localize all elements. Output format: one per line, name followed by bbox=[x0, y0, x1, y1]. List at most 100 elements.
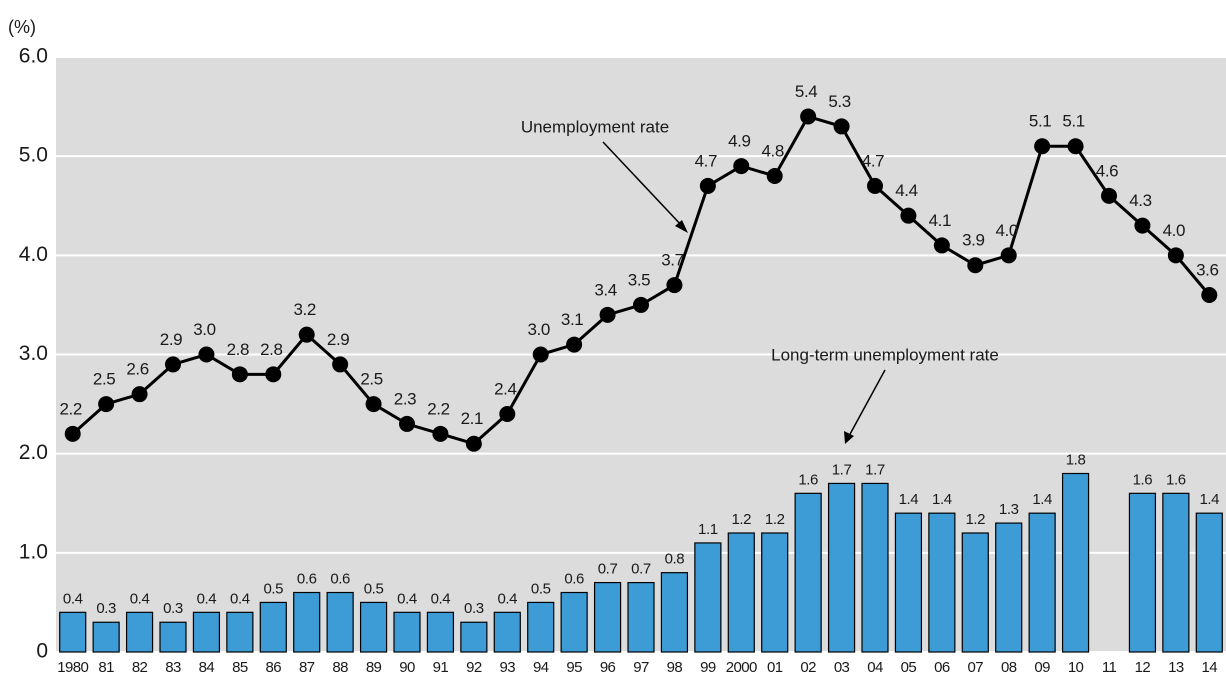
annotation-arrow bbox=[848, 369, 886, 437]
y-tick-label: 5.0 bbox=[19, 144, 48, 167]
data-label: 0.3 bbox=[163, 600, 183, 617]
data-label: 4.0 bbox=[995, 221, 1017, 240]
data-label: 4.9 bbox=[728, 132, 750, 151]
data-label: 5.1 bbox=[1062, 112, 1084, 131]
marker bbox=[1034, 138, 1051, 155]
marker bbox=[867, 177, 883, 194]
marker bbox=[833, 118, 850, 135]
marker bbox=[1101, 187, 1117, 204]
bar bbox=[527, 601, 555, 653]
bar bbox=[1128, 492, 1157, 653]
data-label: 0.6 bbox=[564, 570, 584, 587]
x-tick-label: 06 bbox=[934, 659, 950, 676]
data-label: 5.4 bbox=[795, 82, 817, 101]
data-label: 1.7 bbox=[832, 461, 852, 478]
data-label: 3.7 bbox=[661, 251, 683, 270]
x-tick-label: 89 bbox=[366, 659, 382, 676]
data-label: 0.4 bbox=[431, 590, 451, 607]
x-tick-label: 07 bbox=[968, 659, 984, 676]
marker bbox=[365, 396, 382, 413]
bar bbox=[794, 492, 822, 653]
marker bbox=[532, 346, 549, 363]
bar bbox=[493, 611, 521, 653]
marker bbox=[766, 168, 783, 184]
data-label: 0.4 bbox=[230, 590, 250, 607]
bar bbox=[560, 591, 588, 653]
bar bbox=[694, 542, 722, 653]
bar bbox=[1028, 512, 1056, 653]
marker bbox=[465, 435, 482, 452]
bar bbox=[627, 581, 655, 653]
data-label: 3.1 bbox=[561, 310, 583, 329]
marker bbox=[265, 366, 282, 383]
marker bbox=[1201, 287, 1218, 303]
bar bbox=[761, 532, 789, 653]
x-tick-label: 97 bbox=[633, 659, 649, 676]
bar bbox=[827, 482, 856, 653]
data-label: 0.6 bbox=[297, 570, 317, 587]
x-tick-label: 11 bbox=[1102, 659, 1117, 676]
x-tick-label: 99 bbox=[700, 659, 716, 676]
data-label: 3.4 bbox=[594, 280, 616, 299]
bar bbox=[727, 532, 755, 653]
x-tick-label: 87 bbox=[299, 659, 315, 676]
data-label: 2.4 bbox=[494, 379, 516, 398]
y-axis-label: (%) bbox=[8, 17, 36, 37]
data-label: 4.0 bbox=[1163, 221, 1185, 240]
data-label: 2.8 bbox=[260, 340, 282, 359]
x-tick-label: 96 bbox=[600, 659, 616, 676]
bar bbox=[1195, 512, 1223, 653]
data-label: 0.4 bbox=[130, 590, 150, 607]
marker bbox=[332, 356, 349, 373]
data-label: 1.8 bbox=[1066, 451, 1086, 468]
arrow-head bbox=[675, 220, 688, 233]
marker bbox=[1067, 138, 1084, 155]
marker bbox=[298, 326, 315, 343]
x-tick-label: 13 bbox=[1168, 659, 1184, 676]
data-label: 0.8 bbox=[665, 551, 685, 568]
data-label: 1.1 bbox=[698, 521, 718, 538]
x-tick-label: 82 bbox=[132, 659, 148, 676]
data-label: 1.4 bbox=[1032, 491, 1052, 508]
x-tick-label: 90 bbox=[399, 659, 415, 676]
data-label: 4.7 bbox=[695, 151, 717, 170]
data-label: 0.4 bbox=[197, 590, 217, 607]
x-tick-label: 98 bbox=[667, 659, 683, 676]
x-tick-label: 2000 bbox=[726, 659, 757, 676]
y-tick-label: 1.0 bbox=[19, 540, 48, 563]
marker bbox=[933, 237, 950, 254]
bar bbox=[326, 591, 354, 653]
marker bbox=[432, 425, 449, 442]
data-label: 0.7 bbox=[631, 561, 651, 578]
marker bbox=[633, 296, 649, 313]
x-tick-label: 04 bbox=[867, 659, 883, 676]
data-label: 1.4 bbox=[1199, 491, 1219, 508]
data-label: 2.3 bbox=[394, 389, 416, 408]
data-label: 0.5 bbox=[364, 580, 384, 597]
bar bbox=[393, 611, 421, 653]
bar bbox=[593, 581, 622, 653]
bar bbox=[1162, 492, 1190, 653]
marker bbox=[98, 396, 115, 413]
marker bbox=[165, 356, 181, 373]
marker bbox=[499, 406, 516, 422]
data-label: 1.2 bbox=[731, 511, 751, 528]
bar bbox=[359, 601, 388, 653]
data-label: 2.2 bbox=[427, 399, 449, 418]
data-label: 2.8 bbox=[227, 340, 249, 359]
marker bbox=[64, 425, 81, 442]
marker bbox=[733, 158, 750, 175]
bar bbox=[660, 572, 689, 653]
marker bbox=[566, 336, 583, 353]
x-tick-label: 95 bbox=[566, 659, 582, 676]
marker bbox=[1000, 247, 1017, 264]
data-label: 0.6 bbox=[330, 570, 350, 587]
bar bbox=[293, 591, 321, 653]
data-label: 2.5 bbox=[360, 370, 382, 389]
marker bbox=[1167, 247, 1184, 264]
data-label: 1.2 bbox=[965, 511, 985, 528]
data-label: 5.1 bbox=[1029, 112, 1051, 131]
annotation: Unemployment rate bbox=[521, 117, 669, 136]
data-label: 1.4 bbox=[899, 491, 919, 508]
